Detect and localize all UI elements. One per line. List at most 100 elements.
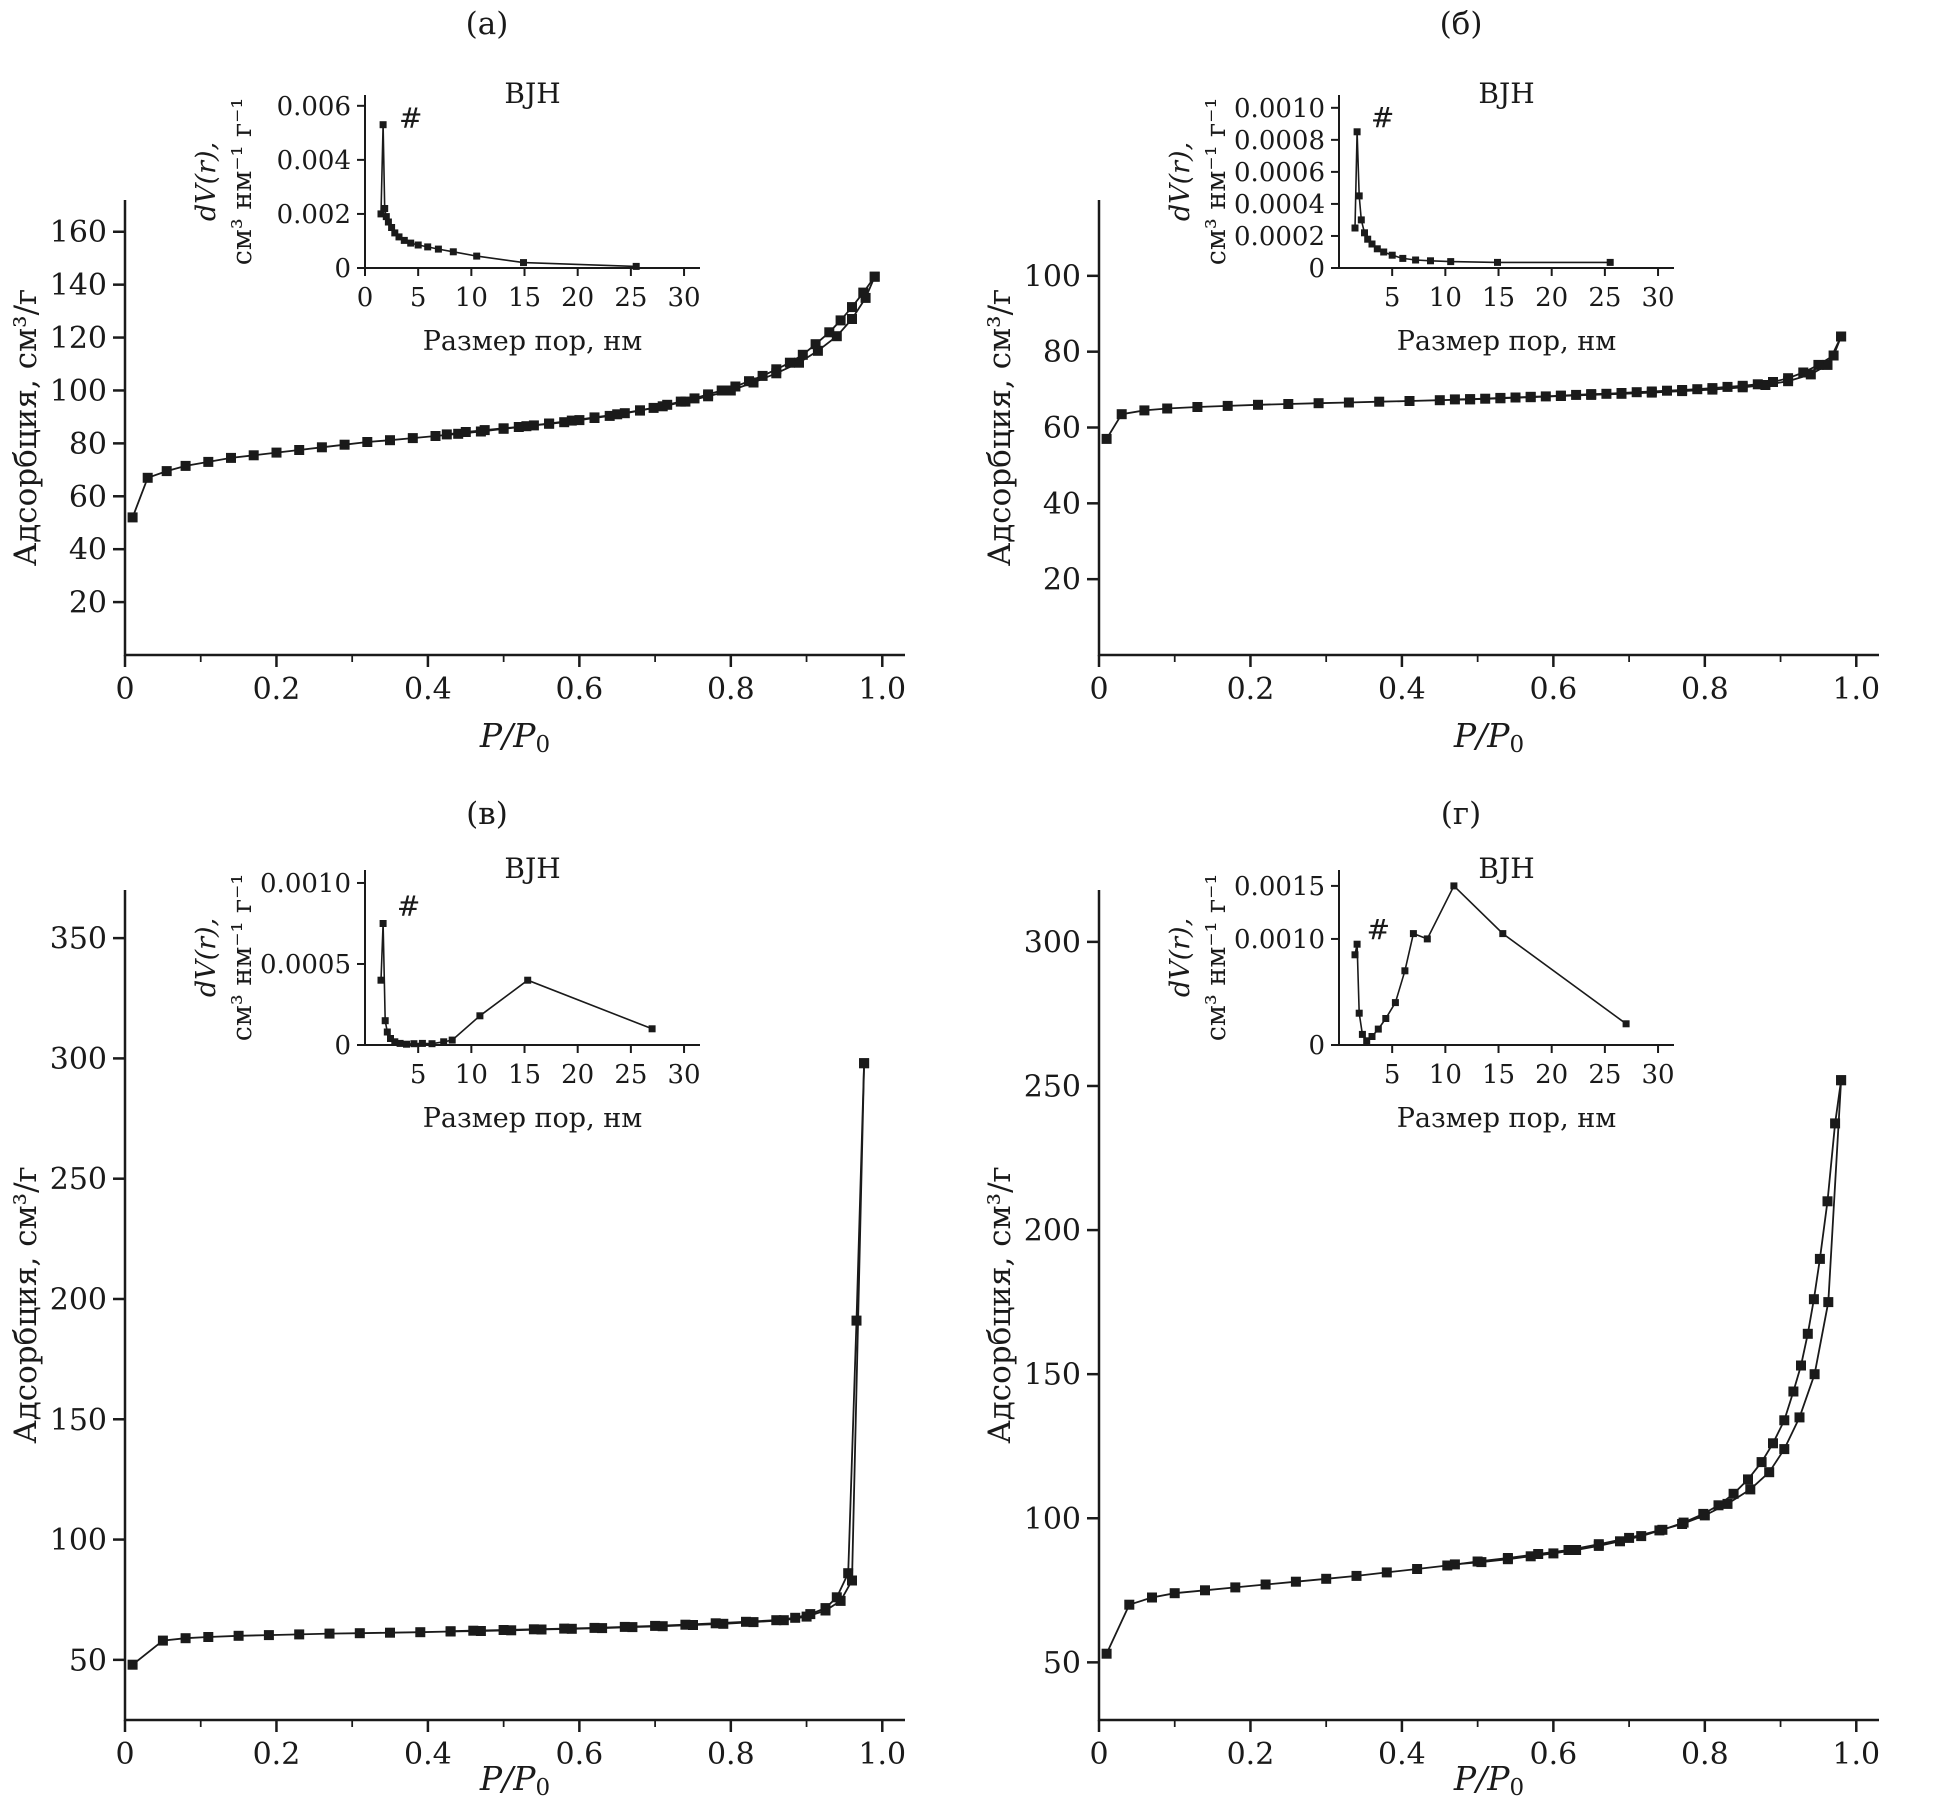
svg-text:10: 10 <box>1429 1060 1462 1090</box>
svg-text:Размер пор, нм: Размер пор, нм <box>1397 1103 1617 1134</box>
svg-text:80: 80 <box>69 427 107 462</box>
svg-text:BJH: BJH <box>1478 77 1534 110</box>
svg-text:1.0: 1.0 <box>858 1737 906 1772</box>
svg-text:BJH: BJH <box>504 77 560 110</box>
svg-text:15: 15 <box>1482 1060 1515 1090</box>
svg-text:15: 15 <box>1482 283 1515 313</box>
svg-text:см³ нм⁻¹ г⁻¹: см³ нм⁻¹ г⁻¹ <box>1201 874 1232 1041</box>
svg-text:0.8: 0.8 <box>707 1737 755 1772</box>
svg-text:0.6: 0.6 <box>1530 1737 1578 1772</box>
svg-text:dV(r),: dV(r), <box>191 142 222 221</box>
svg-text:20: 20 <box>561 283 594 313</box>
svg-text:BJH: BJH <box>1478 852 1534 885</box>
svg-text:10: 10 <box>1429 283 1462 313</box>
svg-text:0.002: 0.002 <box>277 200 351 230</box>
svg-text:40: 40 <box>69 533 107 568</box>
svg-text:20: 20 <box>69 586 107 621</box>
panel-c: (в) 0 0.2 0.4 0.6 0.8 1.0 50 100 150 200 250 300 350… <box>0 790 974 1810</box>
svg-text:Размер пор, нм: Размер пор, нм <box>1397 326 1617 357</box>
svg-text:dV(r),: dV(r), <box>1165 142 1196 221</box>
svg-text:0.004: 0.004 <box>277 146 351 176</box>
svg-text:0: 0 <box>1308 1031 1325 1061</box>
svg-text:#: # <box>399 101 422 134</box>
svg-text:0: 0 <box>1089 672 1108 707</box>
panel-d: (г) 0 0.2 0.4 0.6 0.8 1.0 50 100 150 200 250 300 Адс… <box>974 790 1948 1810</box>
svg-text:Адсорбция, см³/г: Адсорбция, см³/г <box>8 289 44 567</box>
svg-text:0.4: 0.4 <box>1378 1737 1426 1772</box>
svg-text:150: 150 <box>50 1403 107 1438</box>
panel-a-chart: 0 0.2 0.4 0.6 0.8 1.020406080100120140160Адсо… <box>8 77 906 758</box>
svg-text:80: 80 <box>1043 335 1081 370</box>
svg-text:160: 160 <box>50 215 107 250</box>
svg-text:50: 50 <box>1043 1646 1081 1681</box>
svg-text:5: 5 <box>410 1060 427 1090</box>
svg-text:0: 0 <box>334 254 351 284</box>
svg-text:0.0006: 0.0006 <box>1234 158 1325 188</box>
svg-text:0.0015: 0.0015 <box>1234 872 1325 902</box>
svg-text:30: 30 <box>668 283 701 313</box>
svg-text:0.8: 0.8 <box>1681 1737 1729 1772</box>
svg-text:350: 350 <box>50 922 107 957</box>
svg-text:0.6: 0.6 <box>556 672 604 707</box>
svg-text:15: 15 <box>508 283 541 313</box>
svg-text:P/P0: P/P0 <box>1453 716 1524 758</box>
svg-text:15: 15 <box>508 1060 541 1090</box>
svg-text:0.0008: 0.0008 <box>1234 126 1325 156</box>
svg-text:100: 100 <box>1024 259 1081 294</box>
svg-text:#: # <box>397 889 420 922</box>
svg-text:20: 20 <box>1043 563 1081 598</box>
svg-text:0.006: 0.006 <box>277 92 351 122</box>
svg-text:0.0004: 0.0004 <box>1234 190 1325 220</box>
svg-text:50: 50 <box>69 1643 107 1678</box>
panel-a: (а) 0 0.2 0.4 0.6 0.8 1.0 20 40 60 80 100 120 140 160… <box>0 0 974 790</box>
svg-text:0: 0 <box>334 1031 351 1061</box>
svg-text:30: 30 <box>1642 1060 1675 1090</box>
svg-text:25: 25 <box>1588 1060 1621 1090</box>
svg-text:30: 30 <box>668 1060 701 1090</box>
svg-text:300: 300 <box>1024 925 1081 960</box>
svg-text:20: 20 <box>561 1060 594 1090</box>
svg-text:0.0005: 0.0005 <box>260 950 351 980</box>
svg-text:120: 120 <box>50 321 107 356</box>
svg-text:0.6: 0.6 <box>1530 672 1578 707</box>
svg-text:200: 200 <box>50 1282 107 1317</box>
svg-text:5: 5 <box>1384 283 1401 313</box>
svg-text:#: # <box>1367 913 1390 946</box>
svg-text:30: 30 <box>1642 283 1675 313</box>
svg-text:BJH: BJH <box>504 852 560 885</box>
svg-text:0.6: 0.6 <box>556 1737 604 1772</box>
svg-text:Размер пор, нм: Размер пор, нм <box>423 1103 643 1134</box>
svg-text:см³ нм⁻¹ г⁻¹: см³ нм⁻¹ г⁻¹ <box>1201 98 1232 265</box>
svg-text:0.0010: 0.0010 <box>1234 94 1325 124</box>
svg-text:P/P0: P/P0 <box>479 1759 550 1801</box>
svg-text:25: 25 <box>614 283 647 313</box>
svg-text:40: 40 <box>1043 487 1081 522</box>
svg-text:0.2: 0.2 <box>253 672 301 707</box>
svg-text:0.2: 0.2 <box>253 1737 301 1772</box>
svg-text:dV(r),: dV(r), <box>191 918 222 997</box>
svg-text:200: 200 <box>1024 1214 1081 1249</box>
svg-text:0: 0 <box>1089 1737 1108 1772</box>
svg-text:100: 100 <box>50 1523 107 1558</box>
svg-text:250: 250 <box>1024 1069 1081 1104</box>
svg-text:0.0010: 0.0010 <box>260 869 351 899</box>
panel-a-title: (а) <box>465 6 509 42</box>
svg-text:25: 25 <box>1588 283 1621 313</box>
svg-text:0: 0 <box>1308 254 1325 284</box>
panel-d-title: (г) <box>1440 796 1482 832</box>
panel-b: (б) 0 0.2 0.4 0.6 0.8 1.0 20 40 60 80 100 Адсорбция… <box>974 0 1948 790</box>
svg-text:0: 0 <box>357 283 374 313</box>
svg-text:0.0010: 0.0010 <box>1234 925 1325 955</box>
svg-text:см³ нм⁻¹ г⁻¹: см³ нм⁻¹ г⁻¹ <box>227 98 258 265</box>
panel-c-chart: 0 0.2 0.4 0.6 0.8 1.050100150200250300350Адсо… <box>8 852 906 1801</box>
svg-text:P/P0: P/P0 <box>479 716 550 758</box>
svg-text:0: 0 <box>115 672 134 707</box>
svg-text:Адсорбция, см³/г: Адсорбция, см³/г <box>8 1166 44 1444</box>
svg-text:0.8: 0.8 <box>707 672 755 707</box>
svg-text:см³ нм⁻¹ г⁻¹: см³ нм⁻¹ г⁻¹ <box>227 874 258 1041</box>
panel-c-title: (в) <box>466 796 508 832</box>
svg-text:#: # <box>1371 101 1394 134</box>
svg-text:0.8: 0.8 <box>1681 672 1729 707</box>
